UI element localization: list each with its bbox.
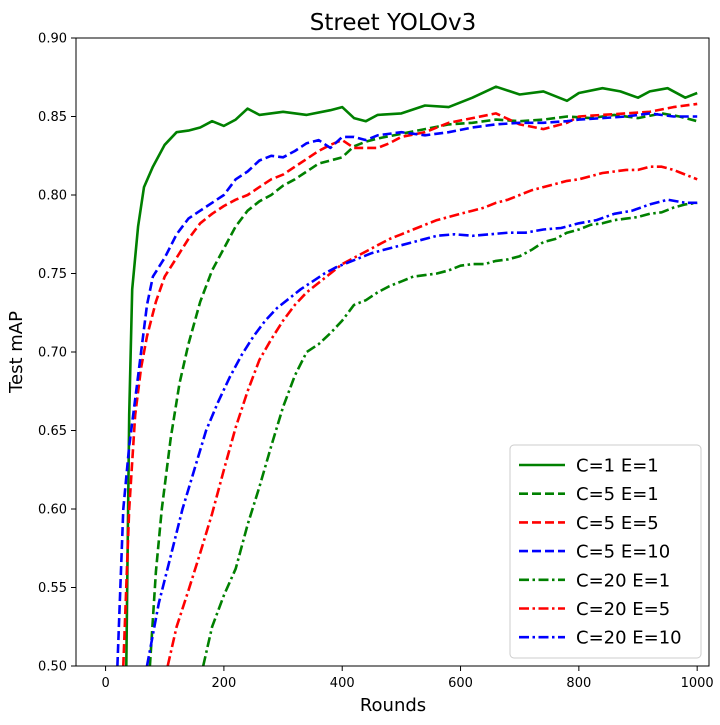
series-line-4 (116, 112, 698, 666)
y-tick-label: 0.55 (38, 581, 67, 596)
y-tick-label: 0.65 (38, 424, 67, 439)
y-tick-label: 0.80 (38, 189, 67, 204)
legend-label: C=5 E=10 (576, 542, 670, 563)
y-tick-label: 0.75 (38, 267, 67, 282)
y-tick-label: 0.85 (38, 110, 67, 125)
x-axis-label: Rounds (360, 695, 426, 716)
plot-area (116, 85, 698, 666)
legend-label: C=20 E=1 (576, 570, 670, 591)
x-tick-label: 0 (101, 676, 109, 691)
legend: C=1 E=1 C=5 E=1 C=5 E=5 C=5 E=10 C=20 E=1 C=2… (509, 444, 702, 659)
x-tick-label: 600 (448, 676, 473, 691)
chart-title: Street YOLOv3 (310, 10, 476, 36)
legend-label: C=5 E=5 (576, 513, 659, 534)
x-tick-label: 400 (330, 676, 355, 691)
series-line-1 (125, 85, 698, 666)
legend-label: C=20 E=10 (576, 628, 682, 649)
series-line-2 (148, 112, 698, 666)
x-tick-label: 1000 (681, 676, 714, 691)
series-line-6 (166, 165, 698, 666)
y-tick-label: 0.50 (38, 660, 67, 675)
legend-label: C=1 E=1 (576, 456, 659, 477)
x-tick-label: 200 (211, 676, 236, 691)
x-tick-label: 800 (566, 676, 591, 691)
series-line-3 (122, 102, 698, 666)
legend-label: C=5 E=1 (576, 484, 659, 505)
series-line-7 (145, 198, 698, 666)
y-axis-label: Test mAP (6, 311, 27, 394)
legend-label: C=20 E=5 (576, 599, 670, 620)
y-tick-label: 0.60 (38, 503, 67, 518)
y-tick-label: 0.70 (38, 346, 67, 361)
y-tick-label: 0.90 (38, 32, 67, 47)
legend-box (509, 444, 702, 659)
axes: 0 200 400 600 800 1000 0.50 0.55 0.60 0.65 0.70 0.7… (38, 32, 714, 692)
